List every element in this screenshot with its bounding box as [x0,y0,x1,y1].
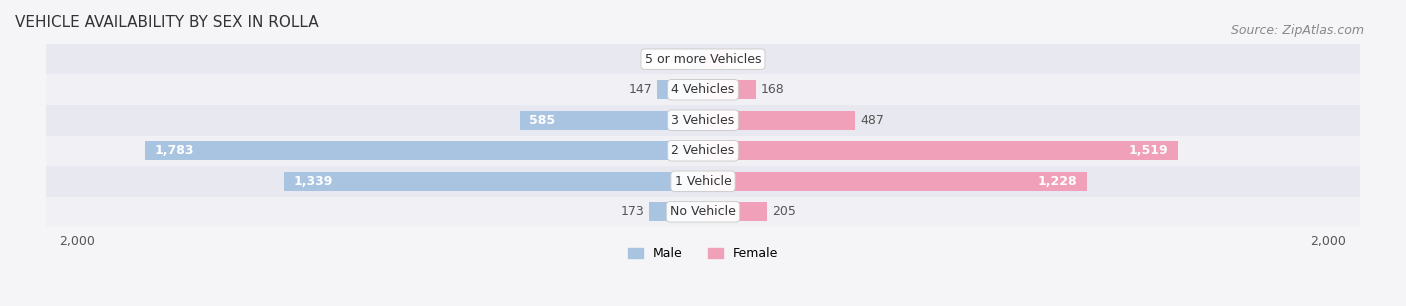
Text: 4 Vehicles: 4 Vehicles [672,83,734,96]
Text: VEHICLE AVAILABILITY BY SEX IN ROLLA: VEHICLE AVAILABILITY BY SEX IN ROLLA [15,15,319,30]
Text: 2 Vehicles: 2 Vehicles [672,144,734,157]
Bar [703,172,1087,191]
Bar [650,202,703,221]
Text: Source: ZipAtlas.com: Source: ZipAtlas.com [1230,24,1364,37]
Text: 147: 147 [628,83,652,96]
Bar [703,111,855,130]
Text: 1,783: 1,783 [155,144,194,157]
Text: 71: 71 [730,53,745,66]
Bar [703,141,1178,160]
Bar [284,172,703,191]
Text: 173: 173 [620,205,644,218]
Text: 1 Vehicle: 1 Vehicle [675,175,731,188]
Bar [703,50,725,69]
Text: 3 Vehicles: 3 Vehicles [672,114,734,127]
Bar [703,80,755,99]
Text: 1,339: 1,339 [294,175,333,188]
Text: 5 or more Vehicles: 5 or more Vehicles [645,53,761,66]
Bar [657,80,703,99]
Bar [46,44,1360,74]
Bar [690,50,703,69]
Bar [46,136,1360,166]
Bar [46,74,1360,105]
Bar [520,111,703,130]
Text: 205: 205 [772,205,796,218]
Text: 168: 168 [761,83,785,96]
Bar [46,105,1360,136]
Text: 42: 42 [669,53,685,66]
Bar [145,141,703,160]
Text: 585: 585 [530,114,555,127]
Text: 487: 487 [860,114,884,127]
Text: 1,519: 1,519 [1129,144,1168,157]
Text: 1,228: 1,228 [1038,175,1077,188]
Bar [46,196,1360,227]
Legend: Male, Female: Male, Female [623,242,783,266]
Bar [703,202,768,221]
Text: No Vehicle: No Vehicle [671,205,735,218]
Bar [46,166,1360,196]
